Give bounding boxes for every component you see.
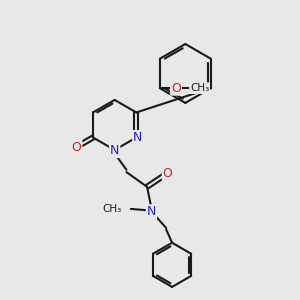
Text: O: O xyxy=(171,82,181,95)
Text: CH₃: CH₃ xyxy=(190,83,209,93)
Text: N: N xyxy=(133,131,142,144)
Text: O: O xyxy=(71,141,81,154)
Text: O: O xyxy=(163,167,172,180)
Text: N: N xyxy=(110,144,119,157)
Text: CH₃: CH₃ xyxy=(103,204,122,214)
Text: N: N xyxy=(147,205,156,218)
